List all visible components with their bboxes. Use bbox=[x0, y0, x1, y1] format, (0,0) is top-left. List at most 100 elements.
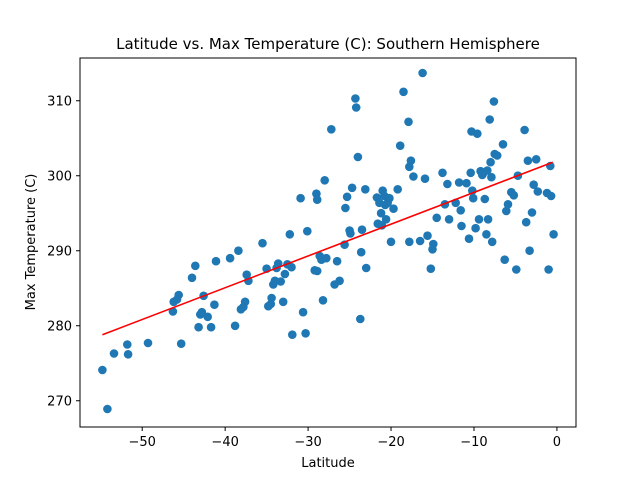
data-point bbox=[489, 97, 499, 106]
data-point bbox=[301, 329, 310, 338]
x-tick-label: −10 bbox=[460, 435, 487, 450]
data-point bbox=[123, 350, 133, 359]
data-point bbox=[399, 87, 408, 97]
data-point bbox=[512, 265, 521, 274]
data-point bbox=[464, 234, 474, 243]
y-tick-label: 280 bbox=[47, 319, 72, 334]
data-point bbox=[211, 256, 221, 266]
data-point bbox=[353, 152, 363, 162]
x-tick-label: −50 bbox=[128, 435, 155, 450]
data-point bbox=[409, 172, 418, 181]
data-point bbox=[335, 276, 344, 286]
data-point bbox=[404, 117, 413, 127]
data-point bbox=[98, 365, 107, 375]
data-point bbox=[287, 262, 296, 272]
data-point bbox=[176, 339, 186, 349]
data-point bbox=[191, 261, 200, 271]
data-point bbox=[347, 183, 357, 193]
data-point bbox=[502, 206, 511, 216]
data-point bbox=[285, 230, 295, 239]
data-point bbox=[194, 322, 203, 332]
data-point bbox=[143, 338, 153, 348]
data-point bbox=[234, 246, 243, 255]
data-point bbox=[454, 178, 464, 187]
data-point bbox=[523, 156, 533, 165]
data-point bbox=[492, 151, 502, 160]
data-point bbox=[549, 230, 558, 239]
data-point bbox=[174, 290, 183, 300]
y-tick-label: 290 bbox=[47, 244, 72, 259]
x-axis-label: Latitude bbox=[301, 456, 355, 471]
y-axis-label: Max Temperature (C) bbox=[24, 174, 39, 311]
data-point bbox=[438, 168, 447, 178]
x-tick-label: 0 bbox=[553, 435, 561, 450]
data-point bbox=[332, 256, 342, 266]
data-point bbox=[288, 330, 297, 340]
data-point bbox=[361, 263, 371, 273]
data-point bbox=[486, 157, 495, 167]
data-point bbox=[393, 185, 403, 194]
x-tick-label: −40 bbox=[211, 435, 238, 450]
data-point bbox=[276, 277, 286, 286]
data-point bbox=[483, 166, 492, 175]
chart-title: Latitude vs. Max Temperature (C): Southe… bbox=[116, 35, 540, 53]
data-point bbox=[432, 213, 442, 223]
points-layer bbox=[98, 68, 558, 414]
data-point bbox=[471, 223, 480, 233]
data-point bbox=[296, 193, 305, 203]
data-point bbox=[468, 193, 478, 203]
data-point bbox=[443, 179, 452, 189]
data-point bbox=[498, 140, 508, 149]
y-tick-label: 310 bbox=[47, 94, 72, 109]
data-point bbox=[529, 180, 538, 189]
data-point bbox=[280, 269, 290, 279]
data-point bbox=[303, 226, 312, 236]
data-point bbox=[230, 321, 240, 331]
data-point bbox=[503, 200, 513, 209]
data-point bbox=[123, 340, 132, 349]
trendline bbox=[102, 161, 554, 336]
data-point bbox=[533, 187, 543, 196]
data-point bbox=[327, 125, 336, 134]
data-point bbox=[109, 349, 119, 358]
data-point bbox=[356, 314, 365, 324]
data-point bbox=[485, 115, 495, 124]
data-point bbox=[312, 266, 322, 276]
data-point bbox=[258, 238, 267, 248]
data-point bbox=[322, 253, 331, 263]
x-axis-ticks: −50 −40 −30 −20 −10 0 bbox=[128, 427, 561, 450]
data-point bbox=[480, 194, 490, 204]
data-point bbox=[356, 247, 366, 257]
data-point bbox=[487, 172, 496, 182]
data-point bbox=[483, 215, 493, 224]
y-axis-ticks: 270 280 290 300 310 bbox=[47, 94, 80, 409]
data-point bbox=[405, 237, 414, 247]
data-point bbox=[381, 215, 391, 224]
data-point bbox=[525, 246, 534, 255]
x-tick-label: −30 bbox=[294, 435, 321, 450]
data-point bbox=[318, 296, 328, 305]
data-point bbox=[457, 221, 466, 231]
data-point bbox=[546, 191, 556, 201]
data-point bbox=[395, 141, 405, 150]
data-point bbox=[273, 259, 283, 268]
data-point bbox=[487, 237, 497, 247]
data-point bbox=[429, 239, 438, 249]
data-point bbox=[389, 204, 398, 213]
plot-frame bbox=[79, 57, 577, 428]
data-point bbox=[500, 255, 510, 264]
y-tick-label: 270 bbox=[47, 394, 72, 409]
data-point bbox=[386, 237, 396, 247]
data-point bbox=[351, 103, 361, 112]
data-point bbox=[267, 293, 276, 303]
data-point bbox=[197, 307, 207, 317]
data-point bbox=[405, 162, 414, 172]
data-point bbox=[225, 253, 235, 263]
data-point bbox=[357, 225, 367, 234]
data-point bbox=[346, 229, 355, 238]
data-point bbox=[361, 185, 370, 194]
x-tick-label: −20 bbox=[377, 435, 404, 450]
data-point bbox=[415, 236, 425, 246]
data-point bbox=[521, 217, 531, 227]
